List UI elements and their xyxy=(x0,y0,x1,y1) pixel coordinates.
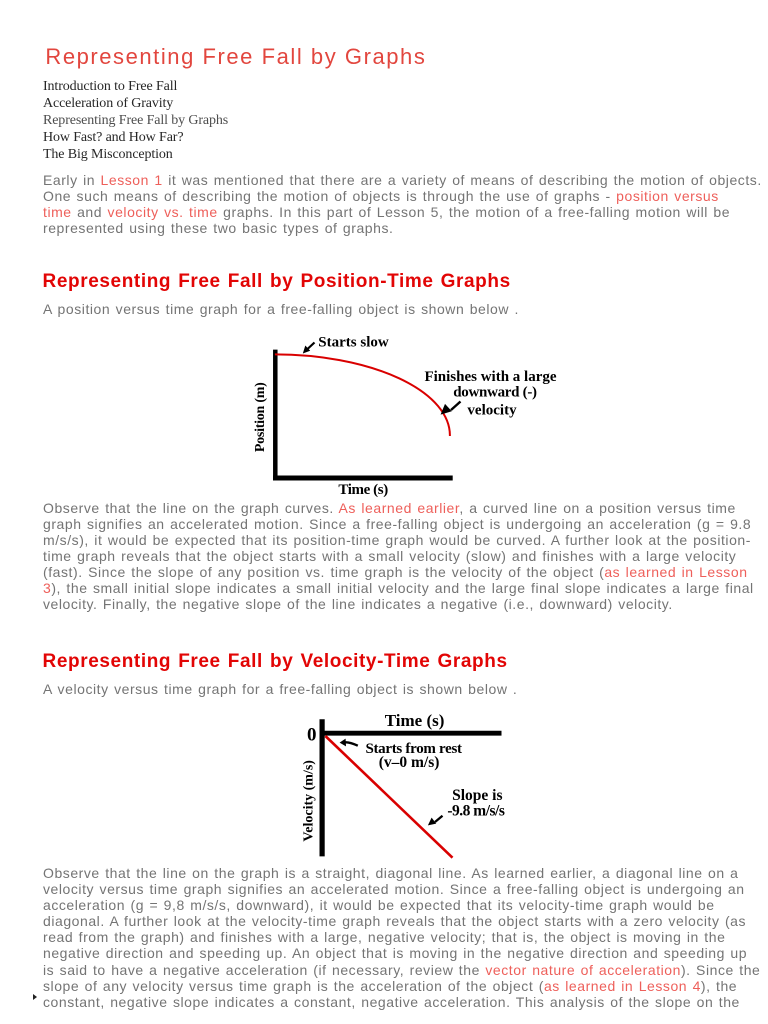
svg-text:Time (s): Time (s) xyxy=(385,711,445,730)
svg-text:Position (m): Position (m) xyxy=(253,382,268,452)
svg-text:Velocity (m/s): Velocity (m/s) xyxy=(302,760,317,842)
svg-text:downward (-): downward (-) xyxy=(453,384,537,400)
svg-text:Slope is: Slope is xyxy=(452,787,502,804)
svg-text:Starts slow: Starts slow xyxy=(318,335,389,351)
svg-text:Finishes with a large: Finishes with a large xyxy=(424,369,556,385)
svg-text:Time (s): Time (s) xyxy=(338,482,388,498)
svg-text:0: 0 xyxy=(307,724,317,745)
svg-text:(v–0 m/s): (v–0 m/s) xyxy=(379,754,440,771)
svg-text:Starts from rest: Starts from rest xyxy=(365,741,462,757)
svg-text:-9.8 m/s/s: -9.8 m/s/s xyxy=(447,803,504,820)
svg-text:velocity: velocity xyxy=(467,402,517,418)
